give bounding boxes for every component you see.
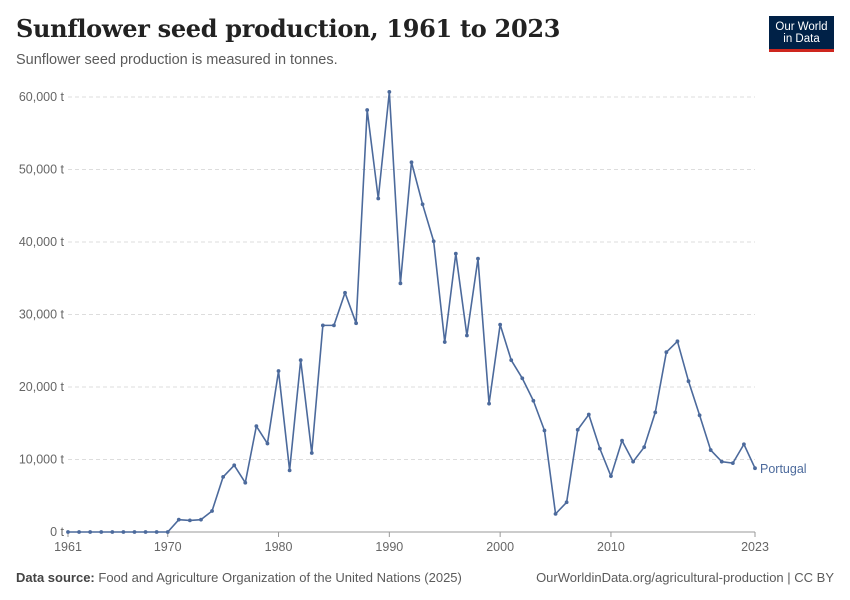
data-point[interactable]	[553, 511, 558, 516]
data-point[interactable]	[398, 281, 403, 286]
y-tick-label: 30,000 t	[19, 308, 65, 322]
y-tick-label: 50,000 t	[19, 163, 65, 177]
data-point[interactable]	[298, 358, 303, 363]
y-tick-label: 20,000 t	[19, 380, 65, 394]
data-point[interactable]	[675, 339, 680, 344]
data-point[interactable]	[221, 475, 226, 479]
x-tick-label: 1970	[154, 540, 182, 554]
data-point[interactable]	[165, 530, 170, 534]
logo-line-1: Our World	[775, 21, 828, 33]
logo-line-2: in Data	[783, 33, 820, 45]
data-point[interactable]	[609, 474, 613, 479]
data-point[interactable]	[708, 448, 713, 452]
data-point[interactable]	[730, 461, 735, 466]
data-source: Data source: Food and Agriculture Organi…	[16, 570, 462, 585]
data-point[interactable]	[620, 438, 624, 443]
data-point[interactable]	[631, 459, 636, 464]
data-point[interactable]	[509, 358, 514, 363]
data-point[interactable]	[431, 239, 436, 244]
x-tick-label: 2010	[597, 540, 625, 554]
data-point[interactable]	[409, 160, 414, 165]
data-point[interactable]	[697, 413, 702, 418]
data-point[interactable]	[487, 401, 491, 406]
data-point[interactable]	[442, 340, 447, 344]
data-point[interactable]	[199, 517, 203, 522]
data-point[interactable]	[742, 442, 746, 447]
data-point[interactable]	[77, 530, 81, 534]
data-point[interactable]	[88, 530, 93, 534]
data-point[interactable]	[187, 518, 192, 523]
data-point[interactable]	[420, 202, 425, 207]
data-point[interactable]	[121, 530, 126, 534]
data-point[interactable]	[376, 196, 381, 201]
series-label-portugal: Portugal	[760, 462, 807, 476]
data-point[interactable]	[387, 90, 392, 94]
data-point[interactable]	[753, 466, 757, 471]
data-point[interactable]	[243, 480, 248, 485]
x-tick-label: 1961	[54, 540, 82, 554]
y-tick-label: 60,000 t	[19, 90, 65, 104]
data-point[interactable]	[332, 323, 336, 328]
data-point[interactable]	[354, 321, 358, 326]
x-tick-label: 1980	[265, 540, 293, 554]
y-tick-label: 10,000 t	[19, 453, 65, 467]
data-point[interactable]	[132, 530, 137, 534]
data-point[interactable]	[586, 412, 591, 417]
data-point[interactable]	[476, 256, 480, 261]
chart-title: Sunflower seed production, 1961 to 2023	[16, 14, 561, 43]
data-point[interactable]	[176, 517, 181, 522]
footer-link[interactable]: OurWorldinData.org/agricultural-producti…	[536, 570, 834, 585]
data-point[interactable]	[210, 509, 214, 513]
data-point[interactable]	[276, 369, 281, 373]
data-point[interactable]	[66, 530, 70, 534]
data-point[interactable]	[597, 446, 602, 451]
data-point[interactable]	[719, 459, 724, 464]
data-point[interactable]	[143, 530, 148, 534]
series-line-portugal[interactable]	[68, 91, 756, 533]
data-point[interactable]	[320, 323, 325, 328]
data-point[interactable]	[542, 428, 547, 433]
x-tick-label: 2000	[486, 540, 514, 554]
data-point[interactable]	[531, 398, 536, 403]
data-point[interactable]	[99, 530, 104, 534]
data-point[interactable]	[653, 410, 658, 415]
data-point[interactable]	[265, 441, 270, 446]
data-point[interactable]	[564, 500, 569, 505]
data-point[interactable]	[254, 424, 259, 429]
data-point[interactable]	[575, 427, 580, 432]
data-point[interactable]	[453, 251, 458, 256]
x-tick-label: 2023	[741, 540, 769, 554]
data-point[interactable]	[110, 530, 115, 534]
x-tick-label: 1990	[375, 540, 403, 554]
data-point[interactable]	[498, 322, 503, 327]
data-point[interactable]	[664, 350, 669, 355]
data-point[interactable]	[686, 379, 691, 384]
data-point[interactable]	[465, 333, 469, 338]
y-tick-label: 40,000 t	[19, 235, 65, 249]
data-point[interactable]	[520, 376, 525, 381]
data-point[interactable]	[642, 445, 647, 450]
data-point[interactable]	[365, 108, 370, 112]
data-point[interactable]	[343, 290, 347, 295]
data-point[interactable]	[232, 463, 237, 468]
y-tick-label: 0 t	[50, 525, 64, 539]
owid-logo[interactable]: Our World in Data	[769, 16, 834, 52]
data-point[interactable]	[154, 530, 159, 534]
data-source-label: Data source:	[16, 570, 95, 585]
chart-subtitle: Sunflower seed production is measured in…	[16, 52, 338, 68]
data-point[interactable]	[287, 468, 292, 473]
data-point[interactable]	[309, 451, 314, 455]
data-source-text: Food and Agriculture Organization of the…	[98, 570, 462, 585]
